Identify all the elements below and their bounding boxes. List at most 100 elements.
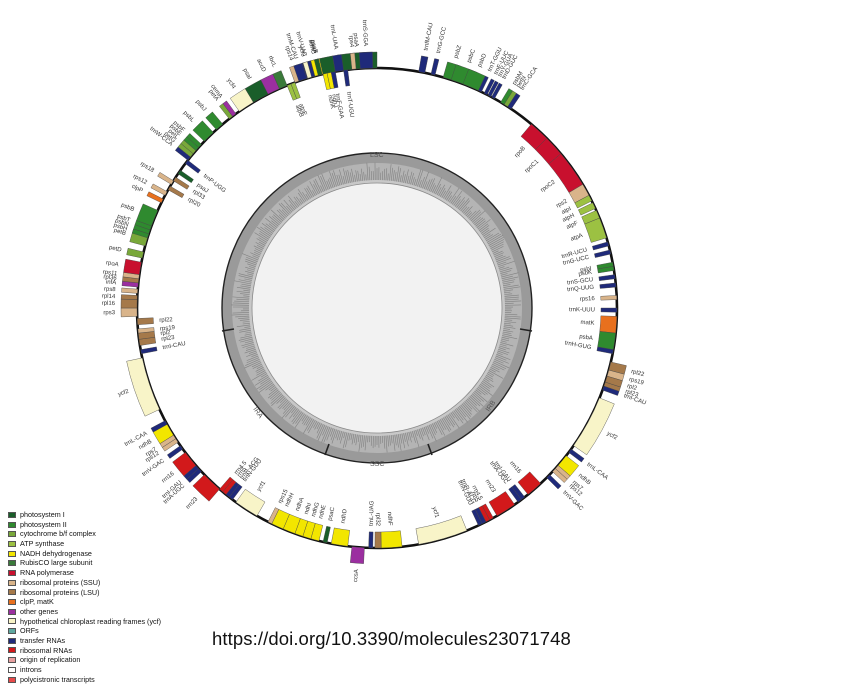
gc-tick [504,313,518,316]
gc-tick [387,173,389,181]
doi-link[interactable]: https://doi.org/10.3390/molecules2307174… [212,628,571,649]
gc-tick [313,180,321,194]
gc-tick [258,241,266,246]
gc-tick [494,358,504,364]
gc-tick [443,185,452,199]
legend-label: photosystem II [20,519,67,529]
gene-label: trnS-GGA [361,20,368,47]
gc-tick [491,243,504,251]
gc-tick [243,295,250,297]
gc-tick [496,257,511,264]
gc-tick [294,201,300,207]
gene-label: psbZ [453,44,463,59]
gc-tick [279,399,289,410]
gene-block [507,93,521,110]
gc-tick [479,225,490,233]
gc-tick [392,170,395,182]
gc-tick [347,169,351,183]
gc-tick [241,283,251,287]
gc-tick [478,385,493,396]
gene-block [137,317,154,325]
gene-block [123,258,142,275]
gc-tick [246,256,258,262]
gc-tick [441,190,446,198]
gc-tick [460,200,470,212]
gene-label: psaI [241,68,252,81]
gc-tick [428,424,437,442]
gc-tick [417,429,421,439]
gc-tick [504,317,521,320]
gc-tick [288,199,297,209]
gc-tick [427,425,434,439]
gene-block [358,51,374,69]
gc-tick [269,390,280,400]
gene-block [578,202,596,216]
legend-swatch [8,608,16,615]
gc-tick [504,321,517,323]
gc-tick [297,192,305,203]
gc-tick [354,174,356,182]
gene-block [192,474,220,502]
gc-tick [358,434,362,452]
legend-swatch [8,589,16,596]
legend-item: RubisCO large subunit [8,558,208,568]
gene-label: trnL-UAA [329,24,339,49]
gene-block [140,346,158,355]
gc-tick [411,430,416,443]
gene-label: ndhJ [330,94,338,108]
region-label-lsc: LSC [370,152,384,159]
gc-tick [260,226,273,236]
legend-swatch [8,599,16,606]
gc-tick [406,175,410,184]
gc-tick [265,383,275,391]
gene-block [374,531,382,549]
gc-tick [239,319,250,321]
gene-label: psaA [352,33,359,47]
gene-block [418,55,429,74]
gc-tick [244,278,253,281]
gene-label: ycf1 [256,480,267,493]
gc-tick [297,188,307,202]
gene-block [332,54,344,72]
gene-block [126,247,144,259]
legend-swatch [8,637,16,644]
gc-tick [500,342,514,347]
gc-tick [293,196,301,206]
gene-block [600,295,618,301]
gc-tick [355,434,358,446]
gene-block [177,170,194,184]
gc-tick [254,232,269,242]
legend-swatch [8,657,16,664]
gc-tick [500,340,507,343]
gene-label: ndhI [304,502,314,515]
gc-tick [265,223,276,231]
gene-block [488,491,515,517]
gene-label: psbL [182,110,196,124]
gc-tick [350,433,353,440]
gc-tick [239,328,251,331]
gene-label: petN [516,75,528,89]
gene-label: psbH [113,223,128,233]
gc-tick [256,370,266,376]
gc-tick [396,434,399,448]
gc-tick [430,183,435,192]
gc-tick [491,363,505,371]
gene-label: ndhF [386,512,393,526]
legend-item: ribosomal proteins (SSU) [8,578,208,588]
gene-block [186,133,202,148]
gc-tick [238,336,253,341]
gc-tick [364,435,367,451]
gc-tick [246,345,255,349]
gc-tick [423,181,428,190]
gc-tick [246,357,260,364]
gc-tick [277,398,288,409]
gc-tick [463,402,472,412]
gc-tick [485,374,494,380]
gc-tick [269,216,280,226]
gc-tick [313,184,319,195]
gc-tick [252,255,260,259]
legend-swatch [8,666,16,673]
legend-swatch [8,647,16,654]
gene-label: clpP [130,184,143,195]
gc-tick [342,176,346,185]
